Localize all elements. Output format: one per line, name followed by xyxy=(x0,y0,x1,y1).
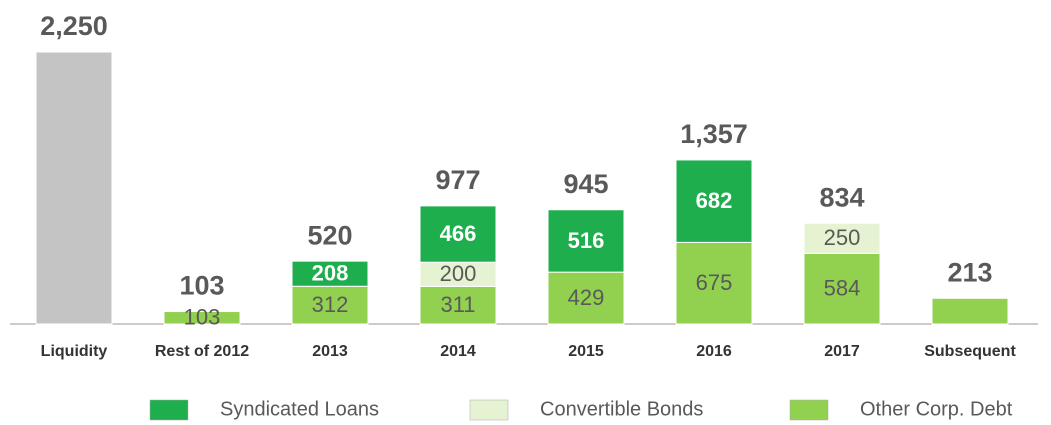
legend-swatch xyxy=(789,399,829,421)
bar-segment xyxy=(675,159,753,243)
segment-label: 429 xyxy=(568,285,605,310)
legend-swatch xyxy=(149,399,189,421)
segment-label: 250 xyxy=(824,225,861,250)
total-label: 834 xyxy=(819,182,864,212)
bar-segment xyxy=(419,205,497,263)
x-tick-label: 2015 xyxy=(568,343,604,360)
segment-label: 516 xyxy=(568,228,605,253)
segment-label: 584 xyxy=(824,276,861,301)
segment-label: 466 xyxy=(440,221,477,246)
segment-label: 675 xyxy=(696,270,733,295)
total-label: 103 xyxy=(179,271,224,301)
segment-label: 312 xyxy=(312,292,349,317)
bar-segment xyxy=(931,297,1009,325)
bar-segment xyxy=(803,222,881,254)
total-label: 520 xyxy=(307,220,352,250)
segment-label: 682 xyxy=(696,188,733,213)
legend-label: Syndicated Loans xyxy=(220,398,379,420)
bar-segment xyxy=(291,260,369,287)
bar-segment xyxy=(547,209,625,273)
total-label: 213 xyxy=(947,257,992,287)
x-tick-label: Rest of 2012 xyxy=(155,343,249,360)
bar-segment xyxy=(35,51,113,325)
x-tick-label: 2014 xyxy=(440,343,476,360)
bar-segment xyxy=(675,241,753,325)
bar-segment xyxy=(163,311,241,325)
bar-segment xyxy=(547,271,625,325)
bar-segment xyxy=(419,261,497,287)
segment-label: 311 xyxy=(440,292,475,317)
bar-segment xyxy=(291,285,369,325)
total-label: 977 xyxy=(435,165,480,195)
segment-label: 208 xyxy=(312,261,349,286)
x-tick-label: 2013 xyxy=(312,343,348,360)
total-label: 1,357 xyxy=(680,119,748,149)
legend-label: Convertible Bonds xyxy=(540,398,703,420)
x-tick-label: 2016 xyxy=(696,343,732,360)
x-tick-label: Subsequent xyxy=(924,343,1016,360)
segment-label: 200 xyxy=(440,261,477,286)
x-tick-label: 2017 xyxy=(824,343,860,360)
legend-swatch xyxy=(469,399,509,421)
total-label: 945 xyxy=(563,169,608,199)
segment-label: 103 xyxy=(184,305,221,330)
x-tick-label: Liquidity xyxy=(41,343,108,360)
legend-label: Other Corp. Debt xyxy=(860,398,1013,420)
total-label: 2,250 xyxy=(40,11,108,41)
